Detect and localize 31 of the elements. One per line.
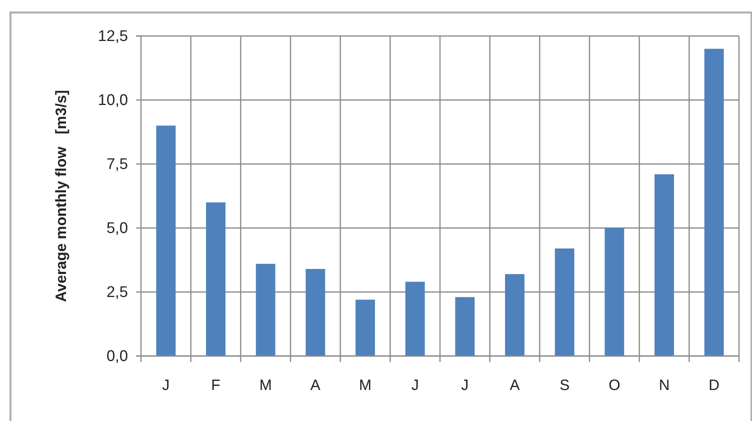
y-tick-label: 0,0 xyxy=(106,348,128,365)
bar xyxy=(356,300,375,356)
y-tick-label: 10,0 xyxy=(98,92,128,109)
x-tick-label: M xyxy=(259,377,272,394)
x-tick-label: J xyxy=(461,377,469,394)
y-tick-label: 12,5 xyxy=(98,28,128,45)
x-tick-label: J xyxy=(162,377,170,394)
x-tick-label: N xyxy=(658,377,670,394)
y-tick-label: 2,5 xyxy=(106,284,128,301)
bar xyxy=(704,48,724,356)
x-tick-label: A xyxy=(510,377,520,394)
x-tick-label: J xyxy=(411,377,419,394)
x-tick-label: D xyxy=(708,377,720,394)
x-tick-label: M xyxy=(359,377,372,394)
x-tick-label: F xyxy=(211,377,220,394)
x-tick-label: A xyxy=(310,377,320,394)
bar xyxy=(156,126,176,356)
bar xyxy=(505,274,524,356)
y-tick-label: 5,0 xyxy=(106,220,128,237)
bar xyxy=(206,202,226,356)
y-tick-label: 7,5 xyxy=(106,156,128,173)
bar xyxy=(604,228,624,356)
bar xyxy=(405,282,425,356)
x-tick-label: O xyxy=(608,377,620,394)
bar xyxy=(306,268,326,356)
y-axis-title: Average monthly flow [m3/s] xyxy=(53,90,70,302)
bar xyxy=(554,248,574,356)
bar xyxy=(654,174,674,356)
x-tick-label: S xyxy=(560,377,570,394)
bar xyxy=(256,264,276,356)
bar xyxy=(455,297,475,356)
